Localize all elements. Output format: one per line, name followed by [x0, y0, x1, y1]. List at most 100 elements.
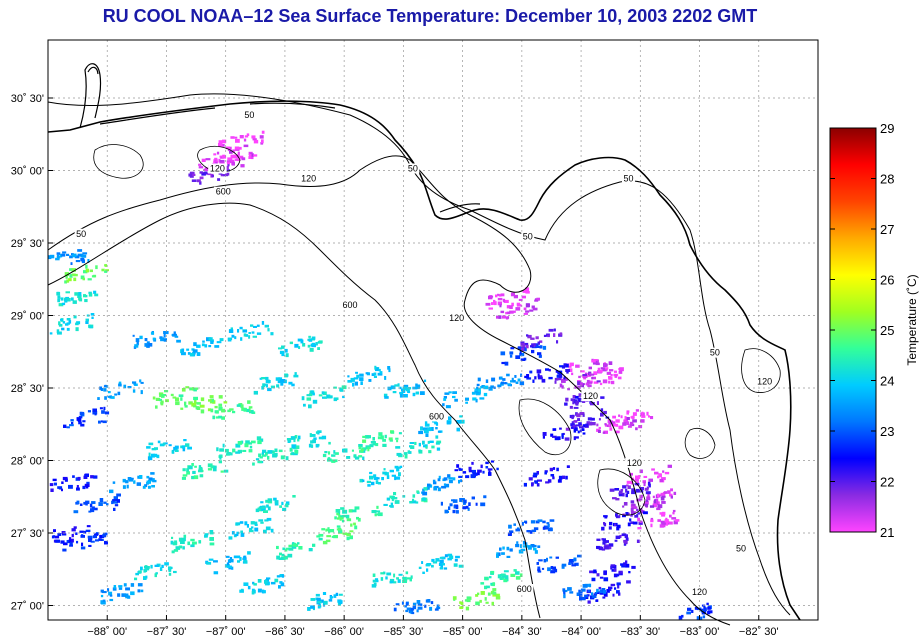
sst-pixel	[632, 412, 637, 416]
sst-pixel	[338, 529, 343, 534]
sst-pixel	[430, 601, 434, 605]
sst-pixel	[606, 589, 610, 593]
sst-pixel	[178, 537, 182, 542]
sst-pixel	[71, 533, 74, 538]
sst-pixel	[69, 268, 73, 271]
sst-patch	[520, 328, 563, 352]
sst-pixel	[253, 154, 258, 157]
sst-pixel	[561, 385, 564, 389]
sst-pixel	[557, 479, 562, 483]
sst-pixel	[568, 368, 573, 372]
sst-pixel	[99, 386, 103, 390]
sst-pixel	[308, 404, 312, 409]
sst-pixel	[192, 353, 196, 357]
sst-pixel	[520, 373, 523, 377]
sst-pixel	[246, 408, 250, 413]
sst-pixel	[526, 530, 531, 533]
sst-pixel	[531, 305, 535, 309]
sst-pixel	[587, 417, 592, 421]
sst-pixel	[73, 526, 77, 529]
sst-pixel	[237, 560, 241, 563]
sst-pixel	[550, 433, 554, 437]
sst-pixel	[209, 537, 214, 541]
sst-pixel	[439, 567, 444, 570]
sst-pixel	[427, 483, 431, 487]
sst-pixel	[395, 476, 401, 480]
sst-pixel	[619, 490, 623, 495]
sst-pixel	[394, 476, 397, 481]
sst-pixel	[354, 381, 358, 386]
sst-pixel	[73, 315, 77, 319]
colorbar-title: Temperature (˚C)	[905, 274, 919, 365]
sst-pixel	[596, 588, 599, 593]
sst-pixel	[425, 446, 428, 449]
sst-pixel	[340, 507, 345, 510]
sst-pixel	[174, 335, 179, 338]
lat-tick-label: 30˚ 30'	[11, 93, 44, 105]
sst-pixel	[103, 388, 107, 392]
sst-pixel	[589, 373, 595, 376]
lat-tick-label: 30˚ 00'	[11, 166, 44, 178]
sst-pixel	[213, 560, 218, 563]
sst-pixel	[647, 493, 650, 497]
sst-pixel	[279, 552, 282, 556]
sst-pixel	[626, 411, 629, 415]
sst-pixel	[393, 581, 397, 584]
sst-pixel	[251, 591, 255, 595]
sst-pixel	[641, 411, 644, 415]
isobath-label: 120	[449, 313, 464, 323]
isobath-label-bg	[521, 231, 535, 242]
sst-pixel	[614, 523, 617, 527]
sst-pixel	[219, 159, 225, 163]
sst-pixel	[661, 514, 666, 517]
sst-pixel	[412, 494, 416, 498]
sst-pixel	[385, 576, 388, 580]
sst-pixel	[97, 397, 100, 400]
sst-patch	[49, 313, 95, 335]
sst-pixel	[590, 417, 595, 421]
sst-pixel	[242, 557, 246, 560]
sst-pixel	[581, 596, 586, 601]
sst-pixel	[251, 135, 256, 139]
sst-patch	[395, 435, 442, 459]
sst-pixel	[192, 470, 196, 474]
sst-pixel	[148, 452, 151, 457]
sst-pixel	[90, 313, 95, 316]
sst-pixel	[297, 438, 300, 442]
sst-pixel	[571, 564, 576, 567]
sst-pixel	[510, 573, 516, 577]
sst-pixel	[579, 425, 584, 429]
sst-pixel	[66, 540, 71, 544]
sst-pixel	[196, 402, 201, 405]
sst-pixel	[346, 533, 351, 537]
sst-pixel	[399, 393, 403, 398]
sst-pixel	[66, 426, 70, 429]
sst-pixel	[341, 385, 347, 390]
sst-pixel	[327, 458, 332, 462]
sst-pixel	[377, 512, 383, 517]
sst-pixel	[251, 526, 254, 529]
sst-pixel	[62, 533, 67, 536]
sst-pixel	[374, 365, 377, 370]
sst-pixel	[423, 445, 426, 448]
sst-pixel	[262, 590, 266, 594]
sst-pixel	[114, 504, 119, 507]
sst-pixel	[563, 363, 567, 367]
sst-pixel	[602, 538, 606, 542]
sst-pixel	[61, 488, 63, 492]
sst-pixel	[614, 430, 619, 434]
sst-pixel	[477, 592, 480, 595]
sst-pixel	[458, 468, 463, 471]
sst-pixel	[608, 526, 612, 530]
sst-pixel	[536, 520, 540, 524]
sst-pixel	[382, 438, 386, 442]
sst-pixel	[643, 475, 648, 478]
sst-pixel	[499, 304, 502, 308]
sst-pixel	[361, 447, 367, 451]
sst-pixel	[174, 540, 178, 544]
sst-pixel	[456, 427, 460, 432]
sst-pixel	[192, 387, 195, 391]
sst-patch	[440, 495, 487, 514]
sst-pixel	[465, 505, 469, 509]
sst-pixel	[538, 559, 543, 562]
